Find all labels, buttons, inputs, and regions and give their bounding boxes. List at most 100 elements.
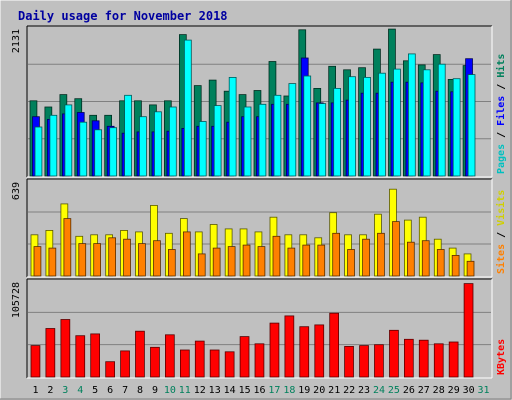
x-tick-label: 13 — [209, 385, 221, 396]
bar-pages-4 — [79, 121, 88, 177]
x-tick-label: 28 — [433, 385, 445, 396]
legend-item-hits: Hits — [495, 54, 507, 78]
bar-kbytes-11 — [179, 349, 190, 378]
bar-pages-18 — [288, 83, 297, 177]
bar-pages-17 — [273, 94, 282, 177]
bar-kbytes-21 — [329, 312, 340, 378]
bar-sites-2 — [48, 247, 57, 277]
bar-pages-2 — [49, 114, 58, 177]
bar-pages-25 — [393, 68, 401, 177]
legend-top: Pages / Files / Hits — [495, 54, 507, 174]
bar-pages-1 — [34, 126, 43, 177]
panel-bot — [26, 278, 493, 379]
x-tick-label: 16 — [253, 385, 265, 396]
bar-sites-30 — [466, 260, 475, 277]
panel-top — [26, 25, 493, 178]
x-tick-label: 1 — [32, 385, 38, 396]
legend-mid: Sites / Visits — [495, 190, 507, 274]
bar-kbytes-15 — [239, 336, 250, 378]
bar-sites-17 — [272, 235, 281, 277]
y-max-label-bot: 105728 — [11, 282, 22, 318]
x-tick-label: 29 — [448, 385, 460, 396]
bar-pages-11 — [183, 39, 192, 177]
bar-kbytes-5 — [90, 333, 100, 378]
bar-pages-24 — [378, 72, 386, 177]
x-tick-label: 27 — [418, 385, 430, 396]
bar-kbytes-9 — [150, 346, 160, 378]
bar-kbytes-23 — [359, 345, 369, 378]
bar-sites-21 — [332, 232, 341, 277]
x-tick-label: 17 — [268, 385, 280, 396]
bar-kbytes-1 — [30, 345, 41, 378]
legend-item-sites: Sites — [495, 244, 507, 274]
x-tick-label: 7 — [122, 385, 128, 396]
bar-kbytes-10 — [164, 334, 175, 378]
x-tick-label: 10 — [164, 385, 176, 396]
x-tick-label: 24 — [373, 385, 385, 396]
bar-sites-4 — [78, 243, 87, 277]
bar-sites-23 — [362, 238, 370, 277]
bar-kbytes-26 — [403, 338, 414, 378]
bar-sites-3 — [63, 218, 72, 277]
bar-kbytes-8 — [135, 330, 145, 378]
x-tick-label: 12 — [194, 385, 206, 396]
bar-kbytes-24 — [374, 344, 384, 378]
bar-pages-29 — [452, 78, 461, 177]
bar-sites-25 — [392, 221, 400, 277]
legend-item-files: Files — [495, 96, 507, 126]
bar-pages-9 — [154, 111, 162, 177]
legend-bot: KBytes — [496, 339, 507, 375]
bar-kbytes-4 — [75, 335, 86, 378]
bar-pages-10 — [168, 106, 177, 177]
bar-pages-13 — [213, 105, 222, 177]
bar-kbytes-17 — [269, 322, 280, 378]
bar-pages-8 — [139, 116, 147, 177]
x-tick-label: 22 — [343, 385, 355, 396]
bar-kbytes-12 — [194, 340, 205, 378]
legend-item-visits: Visits — [495, 190, 507, 226]
bar-kbytes-2 — [45, 328, 56, 378]
x-tick-label: 8 — [137, 385, 143, 396]
chart-title: Daily usage for November 2018 — [18, 9, 228, 23]
x-tick-label: 11 — [179, 385, 191, 396]
bar-kbytes-19 — [299, 326, 310, 378]
bar-sites-26 — [406, 241, 415, 277]
bar-kbytes-20 — [314, 324, 325, 378]
y-max-label-mid: 639 — [11, 182, 22, 200]
bar-pages-27 — [422, 69, 431, 177]
bar-sites-28 — [436, 249, 445, 277]
bar-pages-28 — [437, 63, 446, 177]
y-max-label-top: 2131 — [11, 29, 22, 53]
bar-sites-22 — [347, 249, 355, 277]
bar-pages-19 — [303, 75, 312, 177]
bar-sites-24 — [377, 232, 385, 277]
bar-sites-16 — [257, 246, 266, 277]
bar-kbytes-7 — [120, 350, 130, 378]
bar-sites-9 — [153, 240, 161, 277]
bar-kbytes-28 — [433, 343, 444, 378]
bar-kbytes-30 — [463, 283, 474, 378]
bar-sites-20 — [317, 244, 326, 277]
x-tick-label: 18 — [283, 385, 295, 396]
bar-pages-30 — [467, 74, 476, 177]
bar-kbytes-13 — [209, 349, 220, 378]
x-tick-label: 5 — [92, 385, 98, 396]
x-tick-label: 25 — [388, 385, 400, 396]
bar-sites-6 — [108, 237, 116, 277]
bar-kbytes-18 — [284, 315, 295, 378]
bar-pages-6 — [109, 127, 117, 177]
bar-sites-15 — [242, 244, 251, 277]
x-tick-label: 14 — [224, 385, 236, 396]
bar-kbytes-3 — [60, 319, 71, 378]
bar-pages-7 — [124, 94, 132, 177]
bar-sites-7 — [123, 238, 131, 277]
bar-sites-5 — [93, 243, 101, 277]
bar-pages-12 — [198, 121, 207, 177]
bar-sites-19 — [302, 244, 311, 277]
bar-kbytes-6 — [105, 361, 115, 378]
x-tick-label: 19 — [298, 385, 310, 396]
x-tick-label: 26 — [403, 385, 415, 396]
bar-sites-10 — [167, 249, 176, 277]
x-tick-label: 31 — [477, 385, 489, 396]
legend-item-kbytes: KBytes — [496, 339, 507, 375]
